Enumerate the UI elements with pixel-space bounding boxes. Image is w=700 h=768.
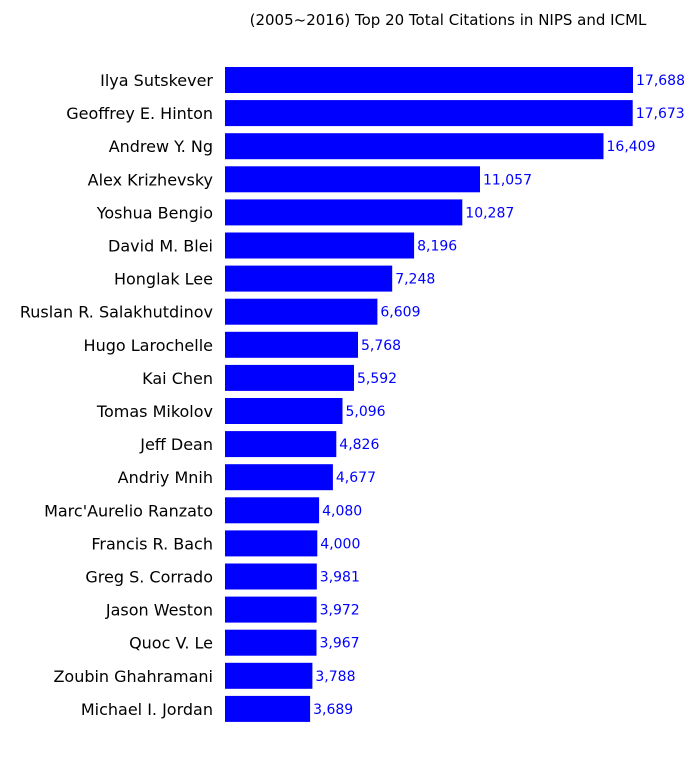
bar: [225, 398, 343, 424]
data-label: 8,196: [417, 239, 457, 255]
category-label: Tomas Mikolov: [96, 402, 213, 421]
data-label: 4,826: [339, 437, 379, 453]
data-label: 6,609: [380, 305, 420, 321]
data-label: 17,688: [636, 73, 685, 89]
bar: [225, 298, 378, 325]
bar: [225, 596, 317, 623]
category-label: David M. Blei: [108, 237, 213, 256]
bar: [225, 67, 633, 93]
category-label: Francis R. Bach: [91, 534, 213, 553]
category-label: Greg S. Corrado: [85, 568, 213, 587]
data-label: 3,981: [320, 570, 360, 586]
data-label: 11,057: [483, 172, 532, 188]
category-label: Marc'Aurelio Ranzato: [44, 501, 213, 520]
bar: [225, 199, 463, 226]
data-label: 16,409: [607, 139, 656, 155]
chart-title: (2005~2016) Top 20 Total Citations in NI…: [250, 11, 647, 29]
bar: [225, 331, 358, 358]
category-label: Alex Krizhevsky: [88, 170, 213, 189]
bar: [225, 100, 633, 127]
bar: [225, 530, 318, 557]
bar: [225, 563, 317, 590]
data-label: 5,592: [357, 371, 397, 387]
data-label: 7,248: [395, 272, 435, 288]
category-label: Ilya Sutskever: [100, 71, 213, 90]
category-label: Ruslan R. Salakhutdinov: [20, 303, 213, 322]
bar: [225, 133, 604, 160]
data-label: 4,677: [336, 470, 376, 486]
bar: [225, 497, 320, 524]
category-label: Michael I. Jordan: [81, 700, 213, 719]
bar: [225, 265, 393, 292]
category-label: Zoubin Ghahramani: [53, 667, 213, 686]
bar: [225, 431, 337, 458]
category-label: Jeff Dean: [139, 435, 213, 454]
bar: [225, 166, 480, 193]
bar: [225, 695, 311, 722]
category-label: Geoffrey E. Hinton: [66, 104, 213, 123]
category-label: Honglak Lee: [114, 270, 213, 289]
data-label: 3,788: [315, 669, 355, 685]
data-label: 5,768: [361, 338, 401, 354]
category-labels-group: Ilya Sutskever Geoffrey E. Hinton Andrew Y…: [20, 71, 214, 719]
category-label: Andrew Y. Ng: [109, 137, 213, 156]
bar: [225, 464, 333, 491]
bar: [225, 662, 313, 689]
data-label: 4,000: [320, 536, 360, 552]
value-labels-group: 17,688 17,673 16,409 11,057 10,287 8,196 7,248…: [313, 73, 685, 718]
data-label: 17,673: [636, 106, 685, 122]
category-label: Quoc V. Le: [129, 634, 213, 653]
category-label: Yoshua Bengio: [96, 203, 213, 222]
bars-group: [225, 67, 633, 722]
data-label: 4,080: [322, 503, 362, 519]
category-label: Kai Chen: [142, 369, 213, 388]
bar: [225, 232, 415, 259]
data-label: 5,096: [346, 404, 386, 420]
category-label: Jason Weston: [105, 601, 213, 620]
category-label: Hugo Larochelle: [84, 336, 213, 355]
bar: [225, 364, 354, 391]
data-label: 3,689: [313, 702, 353, 718]
bar: [225, 629, 317, 656]
data-label: 3,972: [320, 603, 360, 619]
data-label: 10,287: [465, 205, 514, 221]
data-label: 3,967: [320, 636, 360, 652]
category-label: Andriy Mnih: [118, 468, 213, 487]
